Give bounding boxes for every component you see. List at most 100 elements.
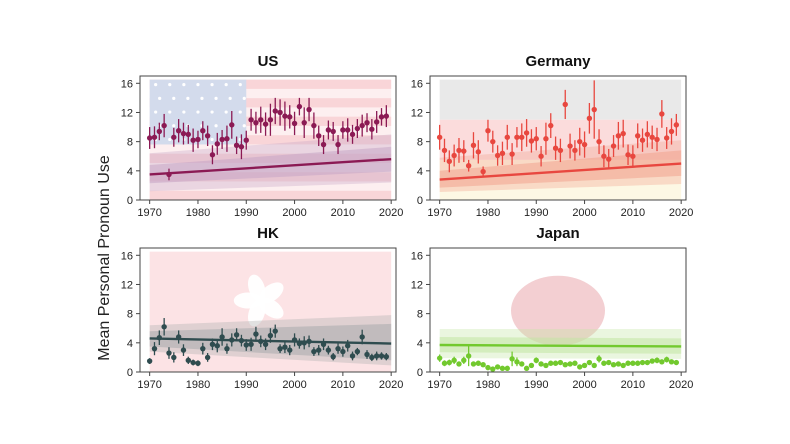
chart-panel: US 1970 1980 1990 2000 2010 2020 0 4 8 12 16: [121, 53, 404, 219]
data-point: [610, 362, 617, 368]
data-point: [219, 136, 225, 143]
y-tick-label: 0: [417, 367, 423, 379]
data-point: [175, 128, 182, 134]
data-point: [567, 143, 573, 149]
data-point: [451, 357, 457, 364]
data-point: [562, 362, 568, 368]
data-point: [335, 345, 341, 352]
data-point: [204, 133, 211, 139]
data-point: [151, 345, 158, 352]
panel-title: US: [258, 53, 279, 70]
data-point: [475, 360, 482, 366]
y-tick-label: 8: [417, 137, 423, 149]
data-point: [359, 122, 365, 129]
data-point: [204, 354, 211, 361]
data-point: [673, 122, 680, 128]
data-point: [620, 130, 626, 137]
data-point: [519, 134, 525, 140]
data-point: [301, 119, 307, 126]
data-point: [180, 130, 187, 137]
x-tick-label: 1980: [186, 379, 210, 391]
data-point: [504, 365, 510, 372]
x-tick-label: 1990: [524, 207, 548, 219]
data-point: [644, 359, 651, 366]
data-point: [639, 137, 646, 143]
x-tick-label: 2020: [379, 379, 403, 391]
data-point: [171, 354, 177, 361]
data-point: [373, 119, 380, 125]
data-point: [620, 362, 626, 369]
x-tick-label: 1990: [524, 379, 548, 391]
data-point: [630, 360, 636, 366]
data-point: [306, 106, 312, 113]
plot-frame: [429, 75, 687, 201]
chart-panel: Japan 1970 1980 1990 2000 2010 2020 0 4 8 12 16: [411, 225, 694, 391]
data-point: [383, 353, 390, 360]
data-point: [494, 152, 501, 159]
flag-stripe: [149, 135, 392, 145]
data-point: [519, 361, 525, 367]
data-point: [577, 364, 583, 370]
plot-frame: [139, 75, 397, 201]
data-point: [354, 348, 361, 355]
data-point: [606, 156, 612, 162]
data-point: [615, 133, 622, 139]
flag-star: [154, 110, 158, 114]
data-point: [451, 152, 457, 159]
y-tick-label: 16: [411, 78, 423, 90]
data-point: [470, 361, 477, 367]
flag-star: [228, 96, 232, 100]
data-point: [340, 127, 346, 133]
plot-frame: [139, 247, 397, 373]
data-point: [229, 337, 235, 343]
flag-star: [210, 83, 214, 87]
data-series: [146, 318, 390, 367]
flag-background: [511, 275, 605, 346]
data-point: [258, 117, 264, 123]
data-point: [354, 125, 361, 132]
plot-frame: [429, 247, 687, 373]
y-tick-label: 0: [417, 195, 423, 207]
data-point: [572, 360, 578, 366]
data-point: [267, 332, 274, 339]
confidence-bands: [439, 329, 682, 359]
x-tick-label: 1980: [476, 379, 500, 391]
x-tick-label: 2000: [572, 207, 596, 219]
data-point: [214, 343, 220, 349]
x-tick-label: 1990: [234, 207, 258, 219]
data-point: [209, 152, 216, 158]
x-tick-label: 2000: [282, 207, 306, 219]
data-point: [610, 143, 617, 149]
flag-sun: [511, 275, 605, 346]
x-tick-label: 1980: [476, 207, 500, 219]
data-point: [668, 128, 675, 135]
data-point: [509, 356, 515, 362]
data-point: [262, 341, 269, 347]
data-point: [253, 119, 259, 126]
data-point: [504, 134, 510, 140]
flag-star: [196, 110, 200, 114]
data-point: [364, 351, 370, 358]
data-point: [499, 150, 506, 157]
data-point: [296, 340, 303, 347]
flag-star: [238, 83, 242, 87]
data-point: [185, 131, 192, 138]
data-point: [166, 350, 172, 356]
data-point: [615, 361, 622, 367]
bauhinia-petal: [247, 299, 266, 327]
data-point: [161, 122, 167, 129]
x-tick-label: 2020: [379, 207, 403, 219]
data-point: [634, 360, 641, 366]
flag-star: [242, 124, 246, 128]
data-point: [287, 114, 293, 120]
y-tick-label: 4: [127, 166, 133, 178]
flag-stripe: [149, 79, 392, 89]
flag-star: [182, 110, 186, 114]
y-tick-label: 0: [127, 367, 133, 379]
data-point: [557, 359, 564, 366]
trend-line: [149, 157, 392, 176]
data-point: [441, 147, 448, 154]
x-tick-label: 2020: [669, 379, 693, 391]
data-point: [625, 152, 631, 158]
data-point: [543, 136, 549, 142]
